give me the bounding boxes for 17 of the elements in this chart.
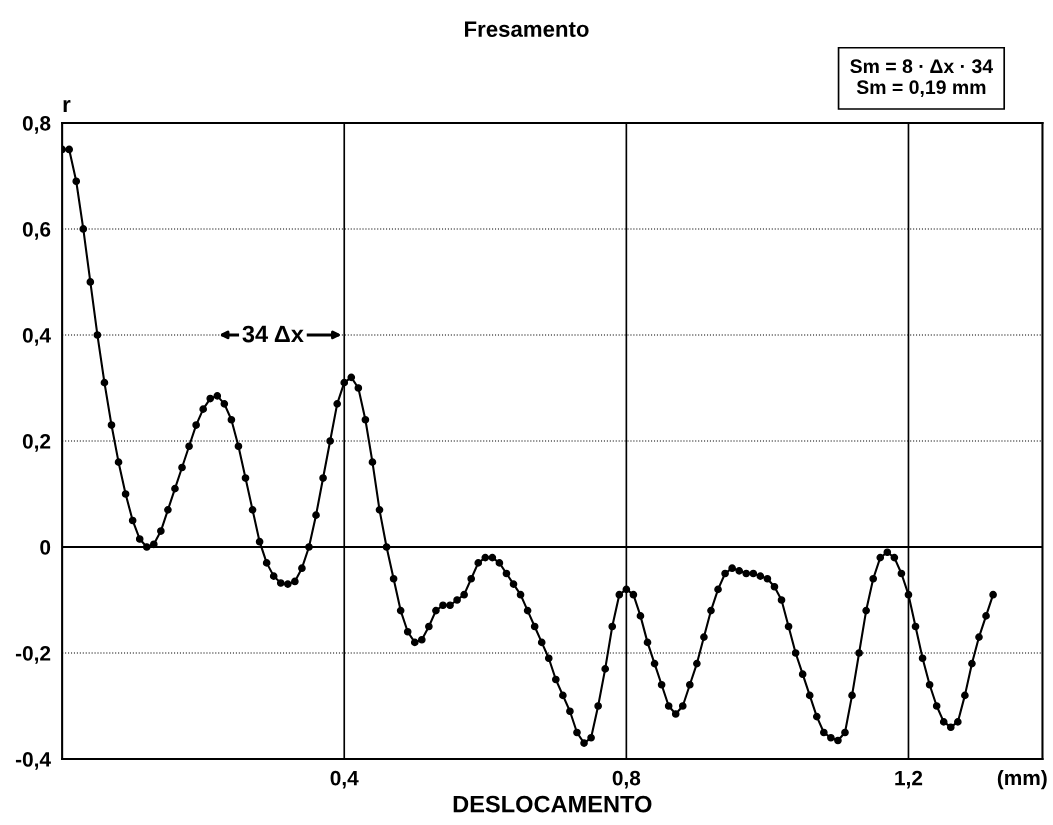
annotation: 34 Δx — [242, 325, 304, 343]
x-tick-label: 1,2 — [895, 770, 923, 789]
chart-title: Fresamento — [465, 21, 589, 37]
x-tick-label: 0,8 — [612, 770, 641, 789]
y-tick-label: 0 — [40, 539, 51, 555]
y-axis-title: r — [63, 99, 71, 112]
y-tick-label: 0,4 — [22, 327, 51, 346]
x-tick-label: 0,4 — [330, 770, 359, 789]
text: (mm) — [997, 769, 1047, 790]
y-tick-label: -0,4 — [15, 752, 51, 770]
y-tick-label: 0,8 — [22, 115, 51, 134]
x-axis-title: DESLOCAMENTO — [453, 795, 652, 813]
text: Sm = 0,19 mm — [856, 80, 986, 97]
text: Sm = 8 · Δx · 34 — [850, 59, 994, 74]
y-tick-label: 0,2 — [22, 433, 51, 452]
y-tick-label: 0,6 — [22, 221, 51, 240]
y-tick-label: -0,2 — [15, 645, 51, 664]
